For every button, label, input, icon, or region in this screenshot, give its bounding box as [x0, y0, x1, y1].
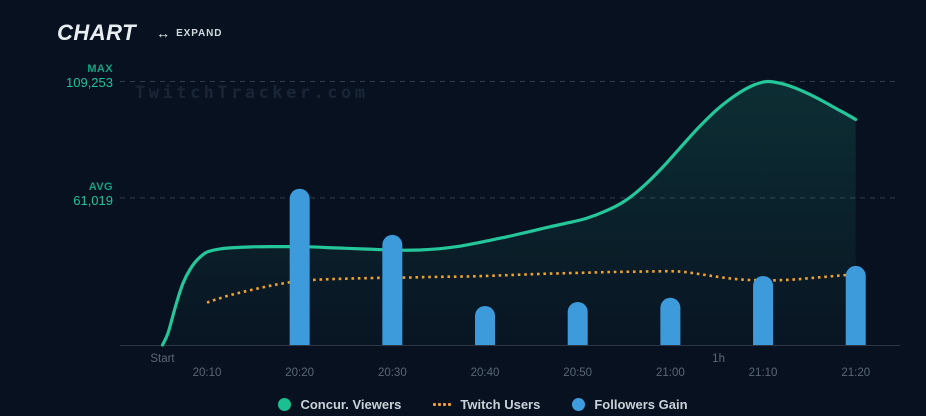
x-tick-label: Start — [150, 353, 175, 365]
watermark: TwitchTracker.com — [135, 83, 369, 103]
x-tick-label: 20:20 — [285, 367, 314, 379]
legend-item-followers-gain[interactable]: Followers Gain — [572, 396, 688, 412]
legend-swatch-dotted — [433, 402, 452, 406]
x-tick-label: 20:40 — [471, 367, 500, 379]
expand-button[interactable]: ↔ EXPAND — [156, 25, 223, 41]
legend-item-twitch-users[interactable]: Twitch Users — [433, 397, 540, 412]
followers-gain-bar[interactable] — [567, 302, 588, 345]
legend: Concur. Viewers Twitch Users Followers Gai… — [0, 393, 926, 415]
x-tick-label: 21:10 — [749, 367, 778, 379]
page-title: CHART — [57, 20, 137, 45]
legend-label: Followers Gain — [594, 396, 688, 412]
legend-label: Concur. Viewers — [300, 396, 402, 412]
expand-icon: ↔ — [156, 25, 171, 41]
max-label: MAX — [87, 63, 113, 75]
followers-gain-bar[interactable] — [753, 276, 774, 345]
x-tick-label: 20:30 — [378, 367, 407, 379]
max-value: 109,253 — [66, 74, 113, 90]
y-avg-marker: AVG 61,019 — [0, 181, 113, 209]
legend-swatch-dot — [572, 397, 586, 411]
followers-gain-bar[interactable] — [845, 265, 866, 345]
chart-header: CHART ↔ EXPAND — [57, 20, 222, 46]
viewers-line[interactable] — [160, 79, 858, 347]
followers-gain-bar[interactable] — [475, 306, 496, 345]
x-tick-label: 20:50 — [563, 367, 592, 379]
legend-swatch-dot — [278, 397, 292, 411]
x-tick-label: 21:00 — [656, 367, 685, 379]
followers-gain-bar[interactable] — [382, 234, 403, 345]
y-max-marker: MAX 109,253 — [0, 63, 113, 91]
x-tick-label: 20:10 — [193, 367, 222, 379]
followers-gain-bar[interactable] — [289, 188, 310, 345]
expand-label: EXPAND — [176, 27, 223, 39]
legend-label: Twitch Users — [460, 396, 541, 412]
followers-gain-bar[interactable] — [660, 297, 681, 345]
avg-value: 61,019 — [73, 192, 113, 208]
x-tick-label: 21:20 — [841, 367, 870, 379]
avg-label: AVG — [88, 181, 113, 193]
viewers-area-fill — [162, 81, 856, 345]
x-tick-label: 1h — [712, 353, 725, 365]
legend-item-concur-viewers[interactable]: Concur. Viewers — [278, 397, 401, 412]
